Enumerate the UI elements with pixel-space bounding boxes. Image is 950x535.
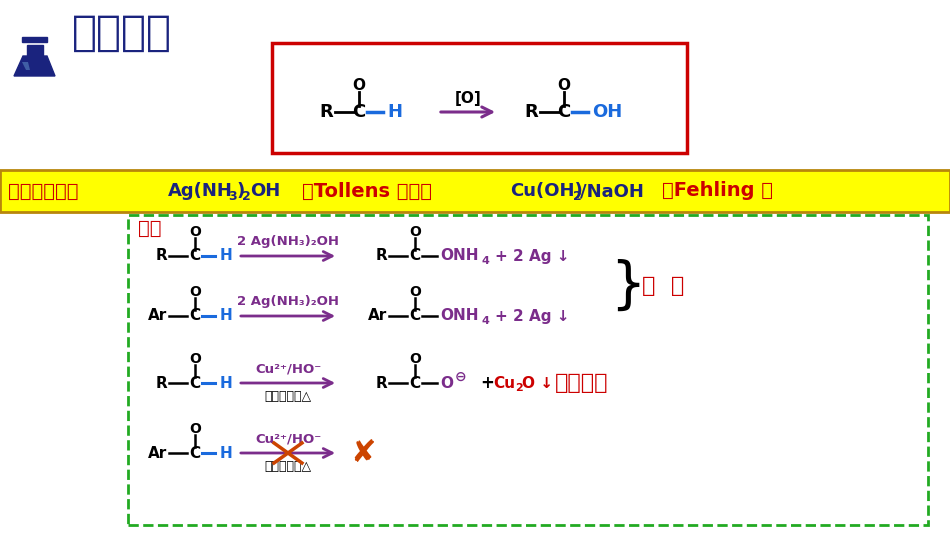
Bar <box>128 215 928 525</box>
Bar <box>22 37 47 42</box>
Text: ONH: ONH <box>440 309 479 324</box>
Text: 2: 2 <box>573 190 581 203</box>
Text: 4: 4 <box>481 256 489 266</box>
Text: O: O <box>409 352 421 366</box>
Text: O: O <box>409 285 421 299</box>
Text: + 2 Ag ↓: + 2 Ag ↓ <box>495 309 569 324</box>
Text: 红色沉淠: 红色沉淠 <box>555 373 609 393</box>
Text: O: O <box>558 79 571 94</box>
Text: 氧化反应: 氧化反应 <box>72 12 172 54</box>
Text: OH: OH <box>250 182 280 200</box>
Text: R: R <box>155 248 167 264</box>
Text: O: O <box>189 225 201 239</box>
Text: C: C <box>189 309 200 324</box>
Text: O: O <box>189 352 201 366</box>
Text: 2: 2 <box>515 383 523 393</box>
Text: O: O <box>189 285 201 299</box>
Text: Cu²⁺/HO⁻: Cu²⁺/HO⁻ <box>255 432 321 446</box>
Text: Ag(NH: Ag(NH <box>168 182 233 200</box>
Text: Cu: Cu <box>493 376 515 391</box>
Text: ⊖: ⊖ <box>455 370 466 384</box>
Polygon shape <box>22 62 30 70</box>
Polygon shape <box>27 45 43 56</box>
Text: O: O <box>409 225 421 239</box>
Text: R: R <box>375 376 387 391</box>
Polygon shape <box>14 56 55 76</box>
Text: H: H <box>220 376 233 391</box>
Text: Ar: Ar <box>148 446 167 461</box>
Text: H: H <box>220 446 233 461</box>
Text: }: } <box>610 259 645 313</box>
Text: C: C <box>189 446 200 461</box>
Text: Cu(OH): Cu(OH) <box>510 182 582 200</box>
Text: （Tollens 试剂）: （Tollens 试剂） <box>302 181 432 201</box>
Text: C: C <box>352 103 366 121</box>
Text: 4: 4 <box>481 316 489 326</box>
Text: + 2 Ag ↓: + 2 Ag ↓ <box>495 248 569 264</box>
Bar <box>272 43 687 153</box>
Text: R: R <box>155 376 167 391</box>
Text: C: C <box>409 376 421 391</box>
Text: 酒石酸盐，△: 酒石酸盐，△ <box>264 461 312 473</box>
Text: O: O <box>189 422 201 436</box>
Text: Ar: Ar <box>368 309 387 324</box>
Text: 温和氧化剂：: 温和氧化剂： <box>8 181 79 201</box>
Text: R: R <box>375 248 387 264</box>
Text: Ar: Ar <box>148 309 167 324</box>
Text: 銀  镜: 銀 镜 <box>642 276 684 296</box>
Text: H: H <box>387 103 402 121</box>
Text: C: C <box>409 248 421 264</box>
Text: 2 Ag(NH₃)₂OH: 2 Ag(NH₃)₂OH <box>237 235 339 248</box>
Text: C: C <box>558 103 571 121</box>
Text: ✘: ✘ <box>350 439 375 468</box>
Text: /NaOH: /NaOH <box>580 182 644 200</box>
Text: 2: 2 <box>242 190 251 203</box>
Text: C: C <box>189 376 200 391</box>
Text: O ↓: O ↓ <box>522 376 553 391</box>
Text: O: O <box>440 376 453 391</box>
Text: 3: 3 <box>228 190 237 203</box>
Text: 剂）: 剂） <box>138 219 162 238</box>
Text: C: C <box>409 309 421 324</box>
Text: OH: OH <box>592 103 622 121</box>
Text: ): ) <box>236 182 244 200</box>
Text: H: H <box>220 248 233 264</box>
Text: R: R <box>524 103 538 121</box>
Text: 2 Ag(NH₃)₂OH: 2 Ag(NH₃)₂OH <box>237 295 339 309</box>
Text: R: R <box>319 103 333 121</box>
Text: +: + <box>480 374 494 392</box>
Text: H: H <box>220 309 233 324</box>
Text: C: C <box>189 248 200 264</box>
Text: Cu²⁺/HO⁻: Cu²⁺/HO⁻ <box>255 363 321 376</box>
Text: （Fehling 试: （Fehling 试 <box>662 181 773 201</box>
Text: ONH: ONH <box>440 248 479 264</box>
Text: 酒石酸盐，△: 酒石酸盐，△ <box>264 391 312 403</box>
Polygon shape <box>16 60 53 73</box>
Text: [O]: [O] <box>455 90 482 105</box>
Text: O: O <box>352 79 366 94</box>
Bar <box>0 170 950 212</box>
